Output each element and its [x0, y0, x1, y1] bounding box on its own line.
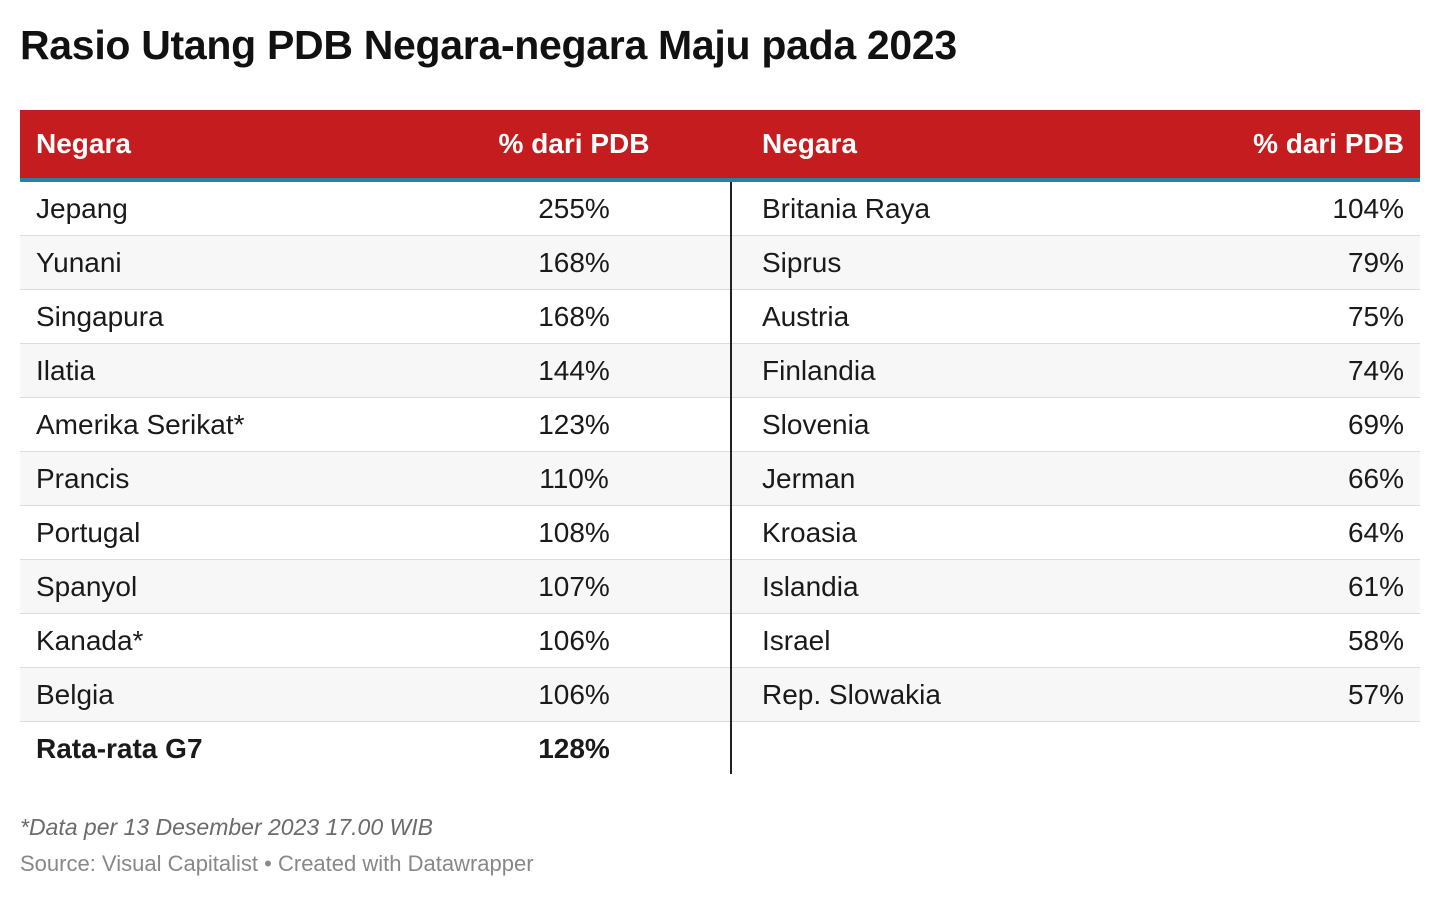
country-left: Kanada* [36, 624, 144, 656]
country-left: Jepang [36, 192, 128, 224]
value-right: 74% [1347, 354, 1404, 386]
country-right: Slovenia [762, 408, 870, 440]
source-credit: Source: Visual Capitalist • Created with… [20, 851, 534, 876]
country-left: Ilatia [36, 354, 96, 386]
country-right: Rep. Slowakia [762, 678, 941, 710]
value-right: 61% [1347, 570, 1404, 602]
value-right: 79% [1347, 246, 1404, 278]
value-left: 168% [538, 300, 610, 332]
country-right: Finlandia [762, 354, 876, 386]
table-row: Portugal 108% Kroasia 64% [20, 506, 1420, 560]
country-left: Singapura [36, 300, 164, 332]
debt-table: Negara % dari PDB Negara % dari PDB Jepa… [20, 110, 1420, 776]
country-right: Britania Raya [762, 192, 931, 224]
value-right: 104% [1332, 192, 1404, 224]
value-right: 64% [1347, 516, 1404, 548]
country-left: Yunani [36, 246, 122, 278]
country-right: Jerman [762, 462, 856, 494]
value-right: 75% [1347, 300, 1404, 332]
value-left: 110% [539, 462, 609, 494]
country-left: Belgia [36, 678, 114, 710]
country-right: Islandia [762, 570, 859, 602]
table-row: Kanada* 106% Israel 58% [20, 614, 1420, 668]
table-row: Spanyol 107% Islandia 61% [20, 560, 1420, 614]
country-left: Spanyol [36, 570, 138, 602]
table-row: Ilatia 144% Finlandia 74% [20, 344, 1420, 398]
country-right: Israel [762, 624, 831, 656]
value-left: 108% [538, 516, 610, 548]
country-left: Amerika Serikat* [36, 408, 245, 440]
chart-title: Rasio Utang PDB Negara-negara Maju pada … [20, 22, 957, 68]
average-value: 128% [538, 733, 610, 764]
header-country-left[interactable]: Negara [36, 128, 131, 159]
average-row: Rata-rata G7 128% [20, 722, 1420, 776]
table-row: Amerika Serikat* 123% Slovenia 69% [20, 398, 1420, 452]
table-row: Jepang 255% Britania Raya 104% [20, 182, 1420, 236]
footnote: *Data per 13 Desember 2023 17.00 WIB [20, 814, 433, 840]
value-left: 123% [538, 408, 610, 440]
header-percent-right[interactable]: % dari PDB [1253, 128, 1404, 159]
country-left: Prancis [36, 462, 130, 494]
value-left: 106% [538, 678, 610, 710]
country-right: Kroasia [762, 516, 857, 548]
header-country-right[interactable]: Negara [762, 128, 857, 159]
value-left: 107% [538, 570, 610, 602]
value-left: 144% [538, 354, 610, 386]
value-left: 106% [538, 624, 610, 656]
country-right: Austria [762, 300, 850, 332]
country-right: Siprus [762, 246, 842, 278]
table-body: Jepang 255% Britania Raya 104% Yunani 16… [20, 182, 1420, 776]
value-left: 168% [538, 246, 610, 278]
value-right: 69% [1347, 408, 1404, 440]
country-left: Portugal [36, 516, 141, 548]
column-divider [730, 182, 732, 774]
value-right: 58% [1347, 624, 1404, 656]
table-row: Yunani 168% Siprus 79% [20, 236, 1420, 290]
value-right: 57% [1347, 678, 1404, 710]
table-row: Prancis 110% Jerman 66% [20, 452, 1420, 506]
value-right: 66% [1347, 462, 1404, 494]
header-percent-left[interactable]: % dari PDB [498, 128, 650, 159]
table-row: Singapura 168% Austria 75% [20, 290, 1420, 344]
value-left: 255% [538, 192, 610, 224]
table-row: Belgia 106% Rep. Slowakia 57% [20, 668, 1420, 722]
average-label: Rata-rata G7 [36, 733, 203, 764]
table-header: Negara % dari PDB Negara % dari PDB [20, 110, 1420, 182]
